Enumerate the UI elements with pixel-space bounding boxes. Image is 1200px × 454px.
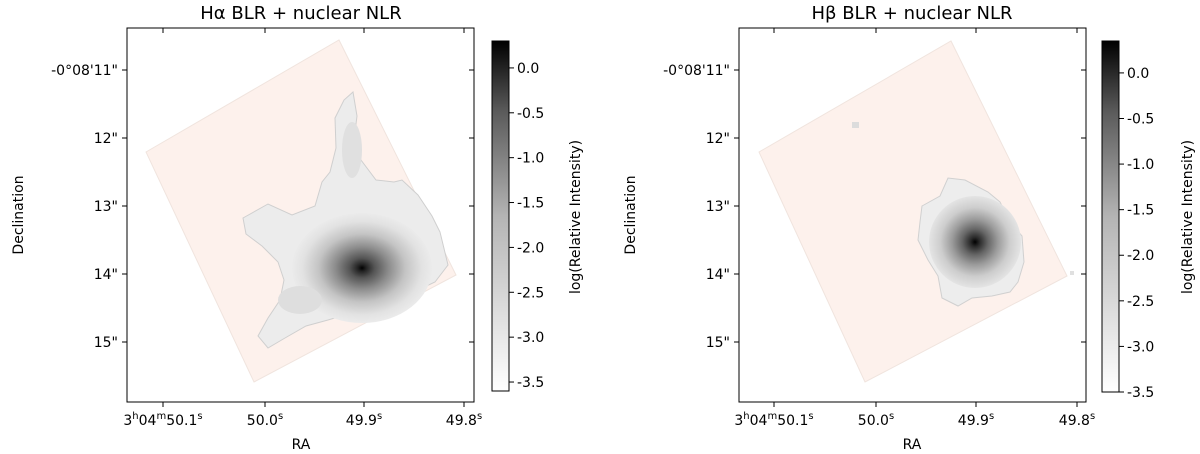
emission-knot — [852, 122, 859, 128]
data-footprint — [758, 40, 1068, 383]
x-axis: 3h04m50.1s 50.0s 49.9s 49.8s RA — [123, 28, 482, 453]
x-tick-label: 3h04m50.1s — [123, 411, 202, 429]
panel-hbeta: Hβ BLR + nuclear NLR -0°08'11" 12" 13" 1… — [623, 3, 1196, 453]
colorbar-tick-label: 0.0 — [1127, 66, 1149, 82]
x-axis-label: RA — [292, 437, 311, 453]
y-tick-label: 12" — [706, 131, 730, 147]
emission-region — [852, 122, 1074, 307]
y-tick-label: 15" — [94, 335, 118, 351]
y-axis: -0°08'11" 12" 13" 14" 15" Declination — [623, 63, 1086, 351]
emission-core — [292, 213, 432, 323]
colorbar-tick-label: -0.5 — [517, 106, 544, 122]
colorbar-tick-label: -3.0 — [1127, 339, 1154, 355]
y-tick-label: -0°08'11" — [51, 63, 118, 79]
colorbar-scale — [1101, 40, 1120, 393]
plot-frame — [126, 27, 475, 403]
colorbar-tick-label: -2.0 — [1127, 248, 1154, 264]
y-tick-label: 15" — [706, 335, 730, 351]
x-axis-label: RA — [903, 437, 922, 453]
y-tick-label: 12" — [94, 131, 118, 147]
x-tick-label: 49.8s — [1059, 411, 1095, 429]
x-axis: 3h04m50.1s 50.0s 49.9s 49.8s RA — [734, 28, 1095, 453]
x-tick-label: 49.9s — [346, 411, 382, 429]
y-tick-label: 13" — [706, 199, 730, 215]
y-axis-label: Declination — [623, 175, 639, 254]
colorbar-scale — [491, 40, 510, 392]
emission-knot — [278, 286, 322, 314]
colorbar-tick-label: -2.5 — [517, 285, 544, 301]
x-tick-label: 3h04m50.1s — [734, 411, 813, 429]
x-tick-label: 50.0s — [247, 411, 283, 429]
y-tick-label: -0°08'11" — [663, 63, 730, 79]
colorbar-tick-label: -1.5 — [517, 196, 544, 212]
y-axis: -0°08'11" 12" 13" 14" 15" Declination — [11, 63, 474, 351]
emission-region — [242, 91, 449, 349]
emission-filament — [342, 122, 362, 178]
colorbar-tick-label: -1.0 — [517, 151, 544, 167]
x-tick-label: 49.9s — [958, 411, 994, 429]
colorbar-tick-label: -3.5 — [517, 375, 544, 391]
y-tick-label: 14" — [94, 267, 118, 283]
colorbar-tick-label: -0.5 — [1127, 111, 1154, 127]
panel-title: Hβ BLR + nuclear NLR — [811, 3, 1012, 24]
colorbar-label: log(Relative Intensity) — [1180, 140, 1196, 294]
x-tick-label: 50.0s — [858, 411, 894, 429]
colorbar-tick-label: 0.0 — [517, 61, 539, 77]
emission-core — [929, 196, 1021, 288]
panel-title: Hα BLR + nuclear NLR — [200, 3, 401, 24]
colorbar-tick-label: -3.0 — [517, 330, 544, 346]
colorbar-tick-label: -1.5 — [1127, 203, 1154, 219]
colorbar-tick-label: -2.0 — [517, 240, 544, 256]
colorbar-label: log(Relative Intensity) — [568, 140, 584, 294]
colorbar-tick-label: -3.5 — [1127, 385, 1154, 401]
x-tick-label: 49.8s — [446, 411, 482, 429]
y-axis-label: Declination — [11, 175, 27, 254]
colorbar: 0.0 -0.5 -1.0 -1.5 -2.0 -2.5 -3.0 -3.5 log(Rela… — [491, 40, 584, 392]
panel-halpha: Hα BLR + nuclear NLR -0°08'11" 12" 13" 1… — [11, 3, 584, 453]
plot-frame — [738, 27, 1087, 403]
colorbar-tick-label: -2.5 — [1127, 294, 1154, 310]
colorbar-tick-label: -1.0 — [1127, 157, 1154, 173]
y-tick-label: 13" — [94, 199, 118, 215]
colorbar: 0.0 -0.5 -1.0 -1.5 -2.0 -2.5 -3.0 -3.5 log(Rela… — [1101, 40, 1196, 401]
y-tick-label: 14" — [706, 267, 730, 283]
emission-knot — [1070, 271, 1074, 275]
